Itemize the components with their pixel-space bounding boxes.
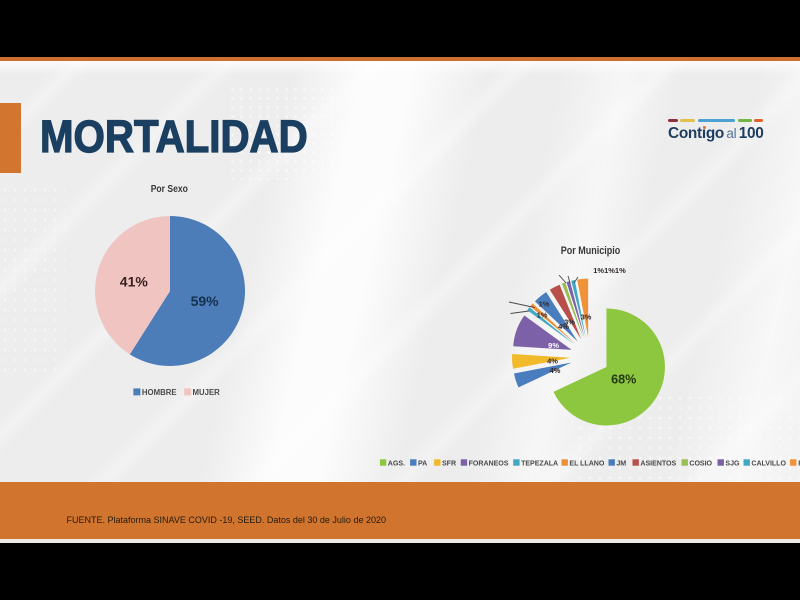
svg-text:EL LLANO: EL LLANO: [569, 459, 604, 467]
svg-text:59%: 59%: [191, 293, 220, 309]
svg-text:FORANEOS: FORANEOS: [469, 459, 509, 467]
svg-text:COSIO: COSIO: [689, 459, 712, 467]
svg-text:ASIENTOS: ASIENTOS: [640, 459, 676, 467]
svg-text:TEPEZALA: TEPEZALA: [521, 459, 558, 467]
svg-text:1%: 1%: [537, 311, 548, 320]
svg-text:AGS.: AGS.: [388, 459, 405, 467]
svg-text:1%: 1%: [539, 300, 550, 309]
svg-text:41%: 41%: [120, 273, 149, 289]
svg-text:68%: 68%: [611, 372, 636, 386]
svg-text:Por Municipio: Por Municipio: [561, 245, 621, 257]
svg-text:JM: JM: [616, 459, 626, 467]
svg-text:R: R: [798, 459, 800, 467]
svg-text:Por Sexo: Por Sexo: [151, 184, 188, 195]
svg-text:MUJER: MUJER: [193, 388, 221, 397]
svg-text:1%1%1%: 1%1%1%: [593, 266, 626, 275]
svg-text:HOMBRE: HOMBRE: [142, 388, 177, 397]
svg-text:9%: 9%: [548, 341, 559, 350]
svg-text:SFR: SFR: [442, 459, 456, 467]
svg-text:3%: 3%: [581, 313, 592, 322]
svg-text:4%: 4%: [547, 357, 558, 366]
svg-text:SJG: SJG: [725, 459, 740, 467]
svg-text:3%: 3%: [564, 318, 575, 327]
svg-text:4%: 4%: [550, 366, 561, 375]
svg-text:CALVILLO: CALVILLO: [751, 459, 786, 467]
svg-text:4%: 4%: [558, 322, 569, 331]
svg-text:PA: PA: [418, 459, 427, 467]
